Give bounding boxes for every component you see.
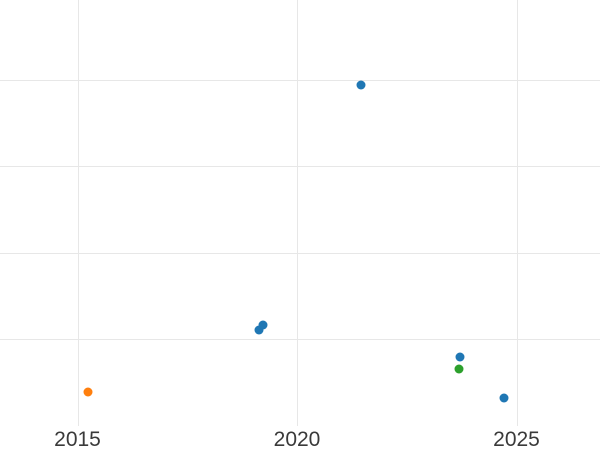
scatter-point-green <box>454 364 464 374</box>
vertical-gridline <box>517 0 518 426</box>
horizontal-gridline <box>0 339 600 340</box>
horizontal-gridline <box>0 253 600 254</box>
x-tick-label: 2020 <box>273 428 321 450</box>
horizontal-gridline <box>0 166 600 167</box>
scatter-point-blue <box>258 320 268 330</box>
scatter-point-orange <box>83 387 93 397</box>
scatter-point-blue <box>499 393 509 403</box>
x-tick-label: 2015 <box>54 428 101 450</box>
vertical-gridline <box>78 0 79 426</box>
vertical-gridline <box>297 0 298 426</box>
scatter-point-blue <box>254 325 264 335</box>
x-tick-label: 2025 <box>493 428 540 450</box>
horizontal-gridline <box>0 80 600 81</box>
scatter-point-blue <box>455 352 465 362</box>
scatter-point-blue <box>356 80 366 90</box>
